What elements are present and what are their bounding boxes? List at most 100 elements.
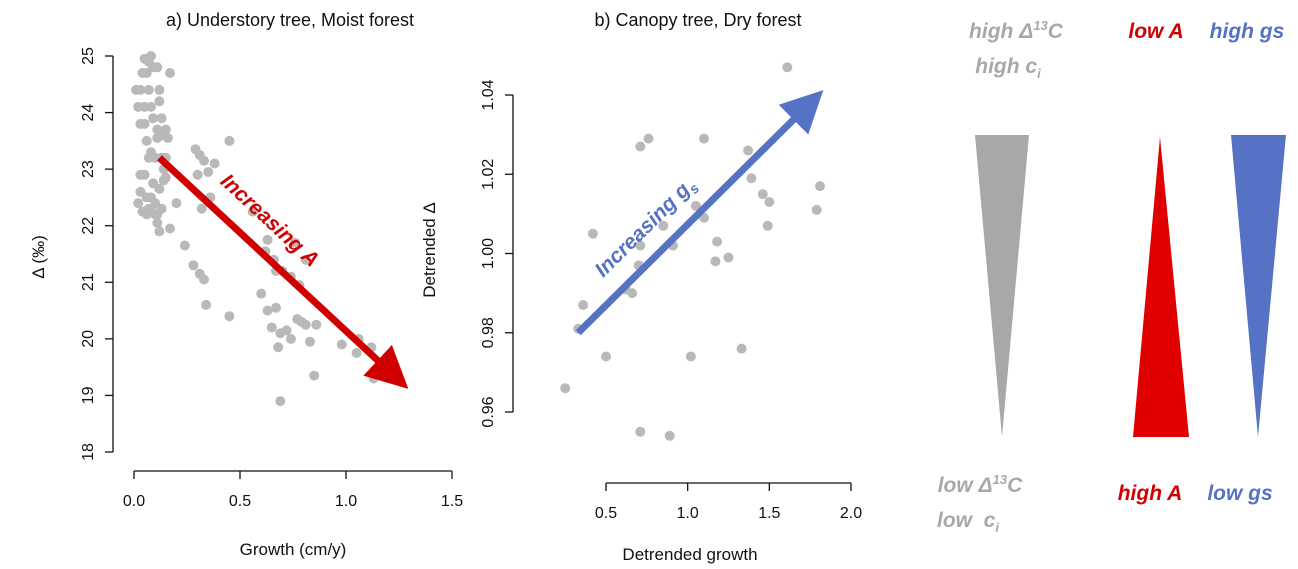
schematic-legend: high Δ13C high ci low A high gs low Δ13C…: [937, 18, 1286, 535]
data-point: [723, 252, 734, 263]
x-tick-label: 1.0: [335, 493, 357, 510]
data-point: [309, 370, 320, 381]
data-point: [152, 133, 163, 143]
panel-a-understory-chart: a) Understory tree, Moist forest Increas…: [29, 10, 463, 559]
data-point: [351, 348, 362, 358]
data-point: [635, 141, 646, 152]
x-tick-label: 1.5: [758, 505, 780, 522]
data-point: [601, 351, 611, 362]
data-point: [141, 135, 152, 146]
data-point: [154, 96, 165, 107]
data-point: [811, 204, 822, 215]
data-point: [171, 198, 182, 209]
y-tick-label: 0.96: [480, 396, 497, 427]
data-point: [152, 124, 163, 135]
panel-a-title: a) Understory tree, Moist forest: [166, 10, 414, 30]
data-point: [156, 203, 167, 214]
x-tick-label: 2.0: [840, 505, 862, 522]
legend-blue-bottom: low gs: [1207, 482, 1272, 505]
data-point: [757, 189, 768, 200]
data-point: [762, 220, 773, 231]
data-point: [141, 68, 152, 78]
panel-a-x-ticks: 0.0 0.5 1.0 1.5: [123, 471, 463, 510]
data-point: [664, 430, 675, 441]
data-point: [146, 51, 156, 61]
data-point: [162, 133, 173, 143]
panel-b-increasing-gs-arrow: [575, 90, 824, 336]
data-point: [690, 200, 701, 211]
data-point: [560, 383, 571, 394]
data-point: [266, 322, 277, 333]
data-point: [290, 237, 301, 248]
legend-blue-top: high gs: [1210, 20, 1285, 43]
data-point: [815, 181, 825, 192]
data-point: [368, 373, 379, 384]
y-tick-label: 18: [80, 443, 97, 461]
data-point: [160, 124, 171, 135]
data-point: [685, 351, 696, 362]
y-tick-label: 1.02: [480, 159, 497, 190]
x-tick-label: 0.5: [229, 493, 251, 510]
legend-red-top: low A: [1128, 20, 1183, 43]
legend-gray-bottom-line1: low Δ13C: [938, 472, 1023, 497]
data-point: [148, 113, 159, 124]
panel-a-increasing-a-arrow: [157, 155, 409, 389]
y-tick-label: 1.04: [480, 79, 497, 110]
data-point: [224, 135, 235, 146]
data-point: [281, 325, 292, 336]
data-point: [135, 84, 146, 95]
data-point: [712, 236, 723, 247]
data-point: [300, 319, 311, 330]
data-point: [643, 133, 654, 144]
data-point: [209, 158, 220, 169]
data-point: [658, 220, 669, 231]
data-point: [305, 336, 315, 347]
data-point: [133, 198, 144, 209]
data-point: [146, 101, 156, 112]
panel-b-canopy-chart: b) Canopy tree, Dry forest Increasing gs…: [420, 10, 862, 564]
blue-triangle-gs: [1231, 135, 1286, 437]
data-point: [736, 343, 747, 354]
panel-b-y-ticks: 0.96 0.98 1.00 1.02 1.04: [480, 79, 513, 428]
panel-b-x-ticks: 0.5 1.0 1.5 2.0: [595, 483, 862, 522]
y-tick-label: 25: [80, 47, 97, 65]
data-point: [285, 333, 296, 344]
data-point: [192, 169, 203, 180]
y-tick-label: 20: [80, 330, 97, 348]
data-point: [300, 254, 311, 265]
panel-a-x-label: Growth (cm/y): [240, 540, 347, 559]
y-tick-label: 1.00: [480, 238, 497, 269]
data-point: [196, 203, 207, 214]
data-point: [152, 62, 163, 73]
data-point: [165, 68, 175, 78]
panel-a-points: [131, 51, 379, 407]
y-tick-label: 19: [80, 386, 97, 404]
data-point: [143, 84, 154, 95]
data-point: [271, 302, 281, 313]
data-point: [199, 274, 209, 285]
data-point: [154, 226, 165, 237]
legend-gray-top-line1: high Δ13C: [969, 18, 1064, 43]
data-point: [154, 183, 165, 194]
data-point: [710, 256, 721, 267]
data-point: [188, 260, 199, 271]
gray-triangle-delta-ci: [975, 135, 1029, 437]
panel-b-y-label: Detrended Δ: [420, 202, 439, 297]
data-point: [743, 145, 754, 156]
panel-b-title: b) Canopy tree, Dry forest: [594, 10, 801, 30]
data-point: [139, 169, 150, 180]
legend-gray-top-line2: high ci: [975, 55, 1041, 81]
x-tick-label: 1.5: [441, 493, 463, 510]
y-tick-label: 23: [80, 160, 97, 178]
data-point: [311, 319, 322, 330]
y-tick-label: 24: [80, 104, 97, 122]
data-point: [782, 62, 793, 73]
data-point: [336, 339, 347, 350]
data-point: [578, 300, 589, 310]
data-point: [154, 84, 165, 95]
data-point: [764, 197, 775, 207]
data-point: [160, 172, 171, 183]
data-point: [156, 113, 167, 124]
y-tick-label: 21: [80, 273, 97, 291]
